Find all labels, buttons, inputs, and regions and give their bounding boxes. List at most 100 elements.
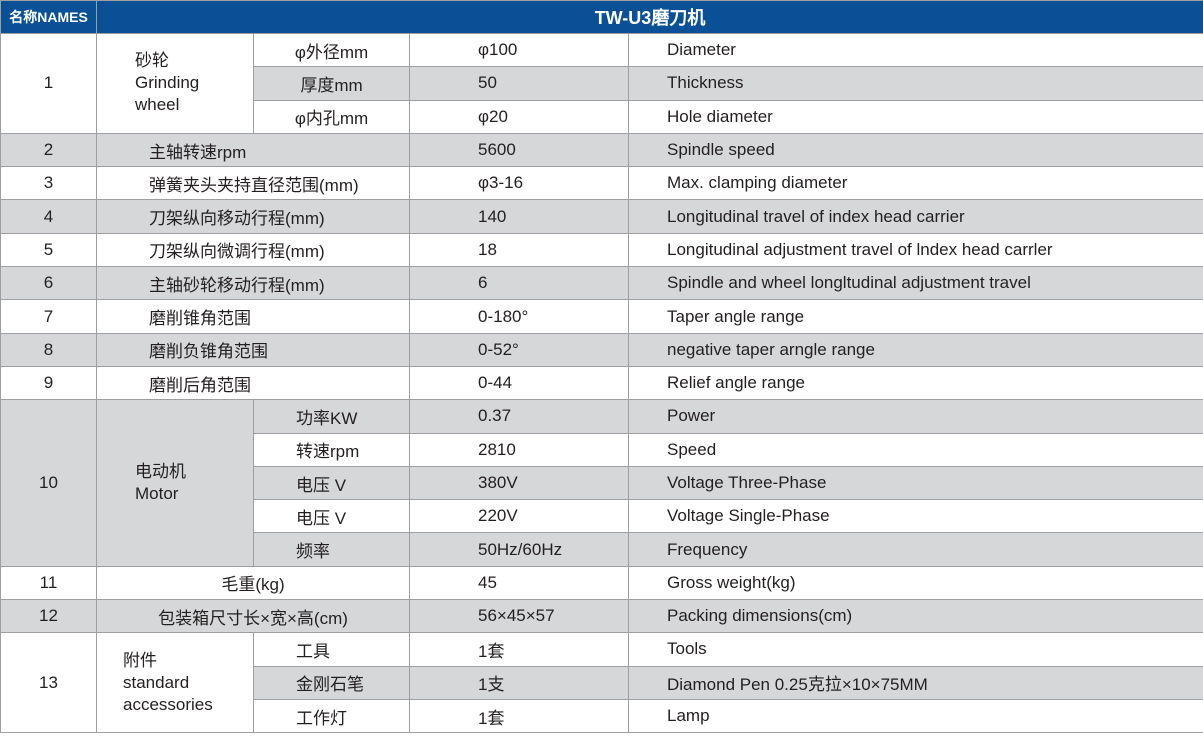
row-number: 13 <box>0 632 97 734</box>
spec-english: Lamp <box>627 698 1203 734</box>
spec-value: 0-52° <box>409 332 629 367</box>
table-row: 厚度mm 50 Thickness <box>1 66 1203 101</box>
spec-english: Power <box>627 399 1203 434</box>
row-number: 10 <box>0 399 97 567</box>
table-row: 10 电动机 Motor 功率KW 0.37 Power <box>0 399 1203 567</box>
spec-label: 刀架纵向微调行程(mm) <box>96 232 410 268</box>
spec-english: negative taper arngle range <box>627 332 1203 367</box>
spec-value: 140 <box>409 199 629 234</box>
spec-label: 主轴砂轮移动行程(mm) <box>96 266 410 301</box>
spec-value: 0-180° <box>409 299 629 334</box>
table-header: 名称NAMES TW-U3磨刀机 <box>0 0 1203 34</box>
table-row: 12 包装箱尺寸长×宽×高(cm) 56×45×57 Packing dimensio… <box>0 599 1203 634</box>
table-row: 1 砂轮 Grinding wheel φ外径mm φ100 Diameter <box>0 32 1203 134</box>
group-name: 附件 standard accessories <box>96 632 254 734</box>
group-name-cn: 砂轮 <box>135 51 169 71</box>
spec-english: Diamond Pen 0.25克拉×10×75MM <box>627 665 1203 700</box>
spec-value: φ100 <box>409 32 629 68</box>
row-number: 12 <box>0 599 97 634</box>
spec-english: Spindle and wheel longltudinal adjustmen… <box>627 266 1203 301</box>
names-header: 名称NAMES <box>0 0 97 34</box>
spec-label: 电压 V <box>253 465 410 501</box>
spec-value: 45 <box>409 565 629 601</box>
row-number: 9 <box>0 365 97 401</box>
table-row: 9 磨削后角范围 0-44 Relief angle range <box>0 365 1203 401</box>
table-row: 频率 50Hz/60Hz Frequency <box>1 532 1203 567</box>
spec-english: Longitudinal travel of index head carrie… <box>627 199 1203 234</box>
spec-label: 毛重(kg) <box>96 565 410 601</box>
spec-value: 0-44 <box>409 365 629 401</box>
spec-label: 频率 <box>253 532 410 567</box>
group-name: 电动机 Motor <box>96 399 254 567</box>
table-row: 2 主轴转速rpm 5600 Spindle speed <box>0 132 1203 168</box>
table-row: 金刚石笔 1支 Diamond Pen 0.25克拉×10×75MM <box>1 665 1203 700</box>
spec-value: 50 <box>409 66 629 101</box>
spec-english: Thickness <box>627 66 1203 101</box>
spec-value: 1套 <box>409 698 629 734</box>
row-number: 7 <box>0 299 97 334</box>
group-name-cn: 附件 <box>123 650 157 670</box>
spec-label: 厚度mm <box>253 66 410 101</box>
spec-value: φ3-16 <box>409 166 629 201</box>
spec-value: 6 <box>409 266 629 301</box>
spec-label: 磨削后角范围 <box>96 365 410 401</box>
spec-label: 弹簧夹头夹持直径范围(mm) <box>96 166 410 201</box>
group-name-cn: 电动机 <box>135 462 186 481</box>
table-row: 8 磨削负锥角范围 0-52° negative taper arngle range <box>0 332 1203 367</box>
table-row: 11 毛重(kg) 45 Gross weight(kg) <box>0 565 1203 601</box>
spec-label: 磨削负锥角范围 <box>96 332 410 367</box>
spec-label: 电压 V <box>253 499 410 534</box>
spec-english: Frequency <box>627 532 1203 567</box>
row-number: 2 <box>0 132 97 168</box>
table-row: 转速rpm 2810 Speed <box>1 432 1203 467</box>
spec-value: 5600 <box>409 132 629 168</box>
spec-label: 转速rpm <box>253 432 410 467</box>
spec-label: 磨削锥角范围 <box>96 299 410 334</box>
spec-label: 金刚石笔 <box>253 665 410 700</box>
table-row: 3 弹簧夹头夹持直径范围(mm) φ3-16 Max. clamping diamet… <box>0 166 1203 201</box>
spec-english: Relief angle range <box>627 365 1203 401</box>
spec-english: Packing dimensions(cm) <box>627 599 1203 634</box>
row-number: 11 <box>0 565 97 601</box>
table-row: 4 刀架纵向移动行程(mm) 140 Longitudinal travel of i… <box>0 199 1203 234</box>
spec-label: 主轴转速rpm <box>96 132 410 168</box>
spec-value: 18 <box>409 232 629 268</box>
spec-label: 工作灯 <box>253 698 410 734</box>
spec-label: φ内孔mm <box>253 99 410 134</box>
spec-label: 刀架纵向移动行程(mm) <box>96 199 410 234</box>
spec-english: Tools <box>627 632 1203 667</box>
spec-english: Gross weight(kg) <box>627 565 1203 601</box>
spec-value: 220V <box>409 499 629 534</box>
spec-value: 1套 <box>409 632 629 667</box>
table-row: 6 主轴砂轮移动行程(mm) 6 Spindle and wheel longltud… <box>0 266 1203 301</box>
spec-value: 380V <box>409 465 629 501</box>
group-name-en: Grinding <box>135 73 200 93</box>
table-row: 7 磨削锥角范围 0-180° Taper angle range <box>0 299 1203 334</box>
row-number: 8 <box>0 332 97 367</box>
spec-english: Spindle speed <box>627 132 1203 168</box>
table-row: 电压 V 380V Voltage Three-Phase <box>1 465 1203 501</box>
spec-value: 0.37 <box>409 399 629 434</box>
spec-english: Hole diameter <box>627 99 1203 134</box>
spec-english: Diameter <box>627 32 1203 68</box>
group-name-en: standard <box>123 672 190 692</box>
table-row: φ内孔mm φ20 Hole diameter <box>1 99 1203 134</box>
group-name-en: accessories <box>123 694 213 714</box>
spec-value: 1支 <box>409 665 629 700</box>
spec-label: 功率KW <box>253 399 410 434</box>
spec-label: φ外径mm <box>253 32 410 68</box>
table-row: 13 附件 standard accessories 工具 1套 Tools <box>0 632 1203 734</box>
spec-label: 包装箱尺寸长×宽×高(cm) <box>96 599 410 634</box>
row-number: 3 <box>0 166 97 201</box>
table-row: 5 刀架纵向微调行程(mm) 18 Longitudinal adjustment t… <box>0 232 1203 268</box>
spec-english: Taper angle range <box>627 299 1203 334</box>
table-row: 工作灯 1套 Lamp <box>1 698 1203 734</box>
spec-value: φ20 <box>409 99 629 134</box>
row-number: 1 <box>0 33 97 134</box>
spec-english: Speed <box>627 432 1203 467</box>
spec-english: Longitudinal adjustment travel of lndex … <box>627 232 1203 268</box>
group-name: 砂轮 Grinding wheel <box>96 33 254 134</box>
spec-english: Max. clamping diameter <box>627 166 1203 201</box>
spec-value: 50Hz/60Hz <box>409 532 629 567</box>
